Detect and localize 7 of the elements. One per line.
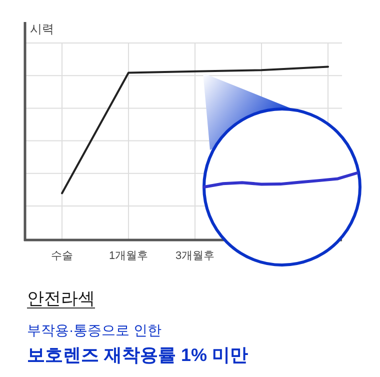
x-tick-label: 3개월후 xyxy=(175,250,215,262)
text: 보호렌즈 재착용률 1% 미만 xyxy=(27,345,248,365)
text: 안전라섹 xyxy=(27,289,95,308)
x-tick-label: 1개월후 xyxy=(108,250,148,262)
text: 부작용·통증으로 인한 xyxy=(27,322,162,338)
x-tick-label: 수술 xyxy=(51,250,73,262)
y-axis-title: 시력 xyxy=(30,22,54,36)
